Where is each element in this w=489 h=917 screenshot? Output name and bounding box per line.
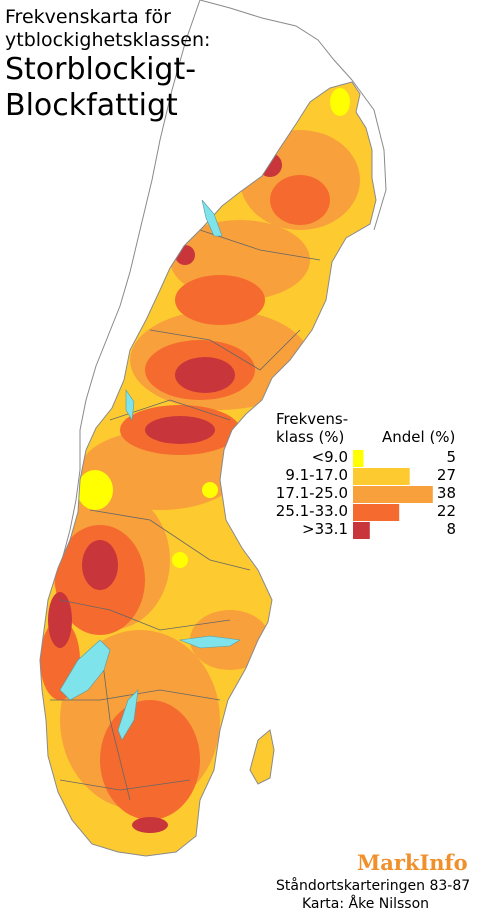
legend-header-share: Andel (%): [382, 428, 455, 446]
legend-header-class-line2: klass (%): [276, 428, 344, 446]
legend-class-bar: [353, 504, 399, 521]
legend-class-bar: [353, 468, 410, 485]
title-line4: Blockfattigt: [5, 89, 178, 123]
legend-class-label: 25.1-33.0: [276, 502, 348, 520]
legend-class-bar: [353, 522, 370, 539]
legend-class-share: 22: [437, 502, 456, 520]
legend-class-share: 5: [446, 448, 456, 466]
legend-class-label: 9.1-17.0: [285, 466, 348, 484]
legend-class-share: 38: [437, 484, 456, 502]
legend-class-share: 27: [437, 466, 456, 484]
title-line1: Frekvenskarta för: [5, 6, 171, 28]
legend-class-bar: [353, 486, 433, 503]
legend-header-class-line1: Frekvens-: [276, 410, 348, 428]
title-line3: Storblockigt-: [5, 53, 196, 87]
gotland-island: [250, 730, 274, 784]
title-line2: ytblockighetsklassen:: [5, 29, 210, 51]
legend-class-label: 17.1-25.0: [276, 484, 348, 502]
credit-line1: Ståndortskarteringen 83-87: [276, 878, 470, 895]
legend-bars: [353, 450, 433, 539]
credit-line2: Karta: Åke Nilsson: [302, 896, 429, 913]
legend-class-label: <9.0: [312, 448, 348, 466]
markinfo-logo: MarkInfo: [357, 850, 468, 875]
legend-class-share: 8: [446, 520, 456, 538]
legend-class-bar: [353, 450, 364, 467]
legend-class-label: >33.1: [302, 520, 348, 538]
